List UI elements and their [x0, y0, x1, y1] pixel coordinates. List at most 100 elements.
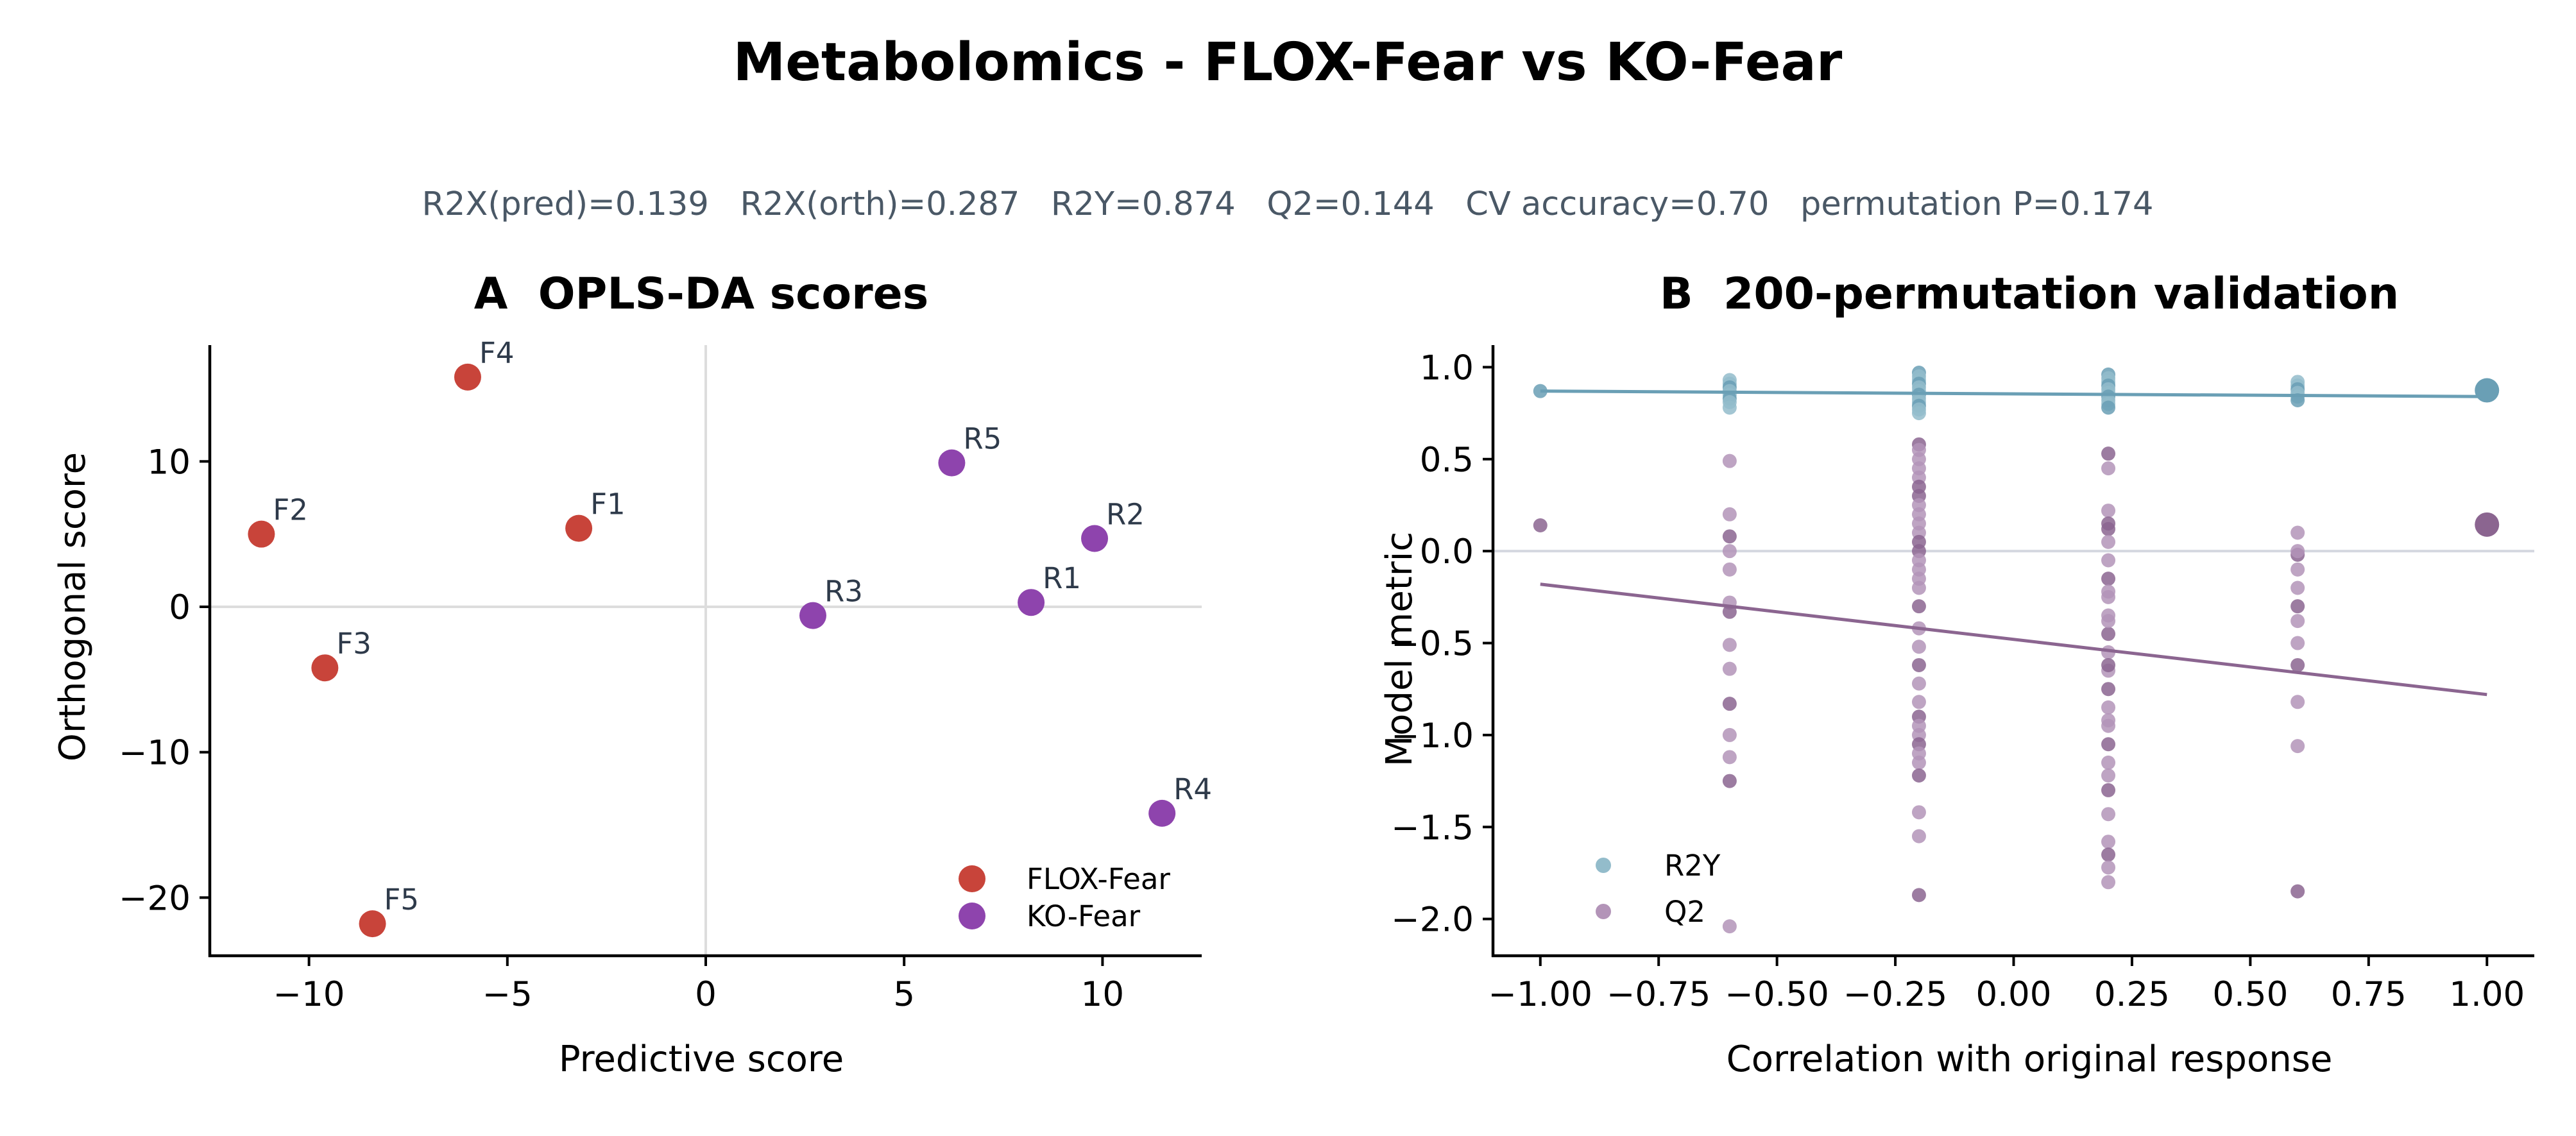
score-point-f4: [454, 363, 481, 391]
panel-b-ylabel: Model metric: [1379, 532, 1420, 767]
panel-a-title: A OPLS-DA scores: [474, 269, 929, 319]
legend-marker-r2y: [1596, 858, 1611, 873]
score-point-label-f4: F4: [479, 336, 515, 370]
score-point-label-r1: R1: [1043, 561, 1081, 595]
permutation-point-q2: [2101, 516, 2116, 531]
panel-b-x-tick-label: −0.75: [1607, 975, 1710, 1014]
permutation-point-q2: [1911, 599, 1926, 614]
legend-label-q2: Q2: [1664, 895, 1705, 929]
permutation-point-q2: [1722, 919, 1737, 934]
permutation-point-r2y: [2101, 400, 2116, 415]
permutation-point-q2: [1722, 750, 1737, 765]
permutation-point-q2: [2101, 875, 2116, 890]
permutation-point-q2: [1911, 657, 1926, 672]
permutation-point-q2: [2290, 695, 2305, 709]
panel-b-x-tick-label: 0.25: [2094, 975, 2170, 1014]
permutation-point-q2: [2101, 461, 2116, 476]
panel-a-opls-da-scores: A OPLS-DA scores −10 −5 0 5 10 −20 −10 0 10 F1 F2 F…: [52, 269, 1212, 1080]
panel-a-x-tick-label: −10: [273, 975, 345, 1014]
permutation-point-q2: [1911, 498, 1926, 513]
score-point-label-f1: F1: [590, 487, 626, 521]
regression-line-r2y: [1540, 389, 2487, 398]
panel-b-x-tick-label: −0.50: [1725, 975, 1829, 1014]
permutation-point-q2: [2101, 847, 2116, 862]
permutation-point-q2: [2101, 657, 2116, 672]
permutation-point-q2: [1911, 829, 1926, 844]
panel-a-y-tick-label: 0: [169, 588, 191, 627]
permutation-point-q2: [2290, 657, 2305, 672]
permutation-point-q2: [1911, 479, 1926, 494]
panel-b-y-tick-label: −0.5: [1391, 625, 1474, 664]
panel-b-x-tick-label: 1.00: [2449, 975, 2525, 1014]
score-point-label-r5: R5: [963, 422, 1002, 456]
score-point-label-r3: R3: [824, 575, 863, 609]
legend-label-ko-fear: KO-Fear: [1027, 899, 1141, 933]
permutation-point-q2: [1911, 553, 1926, 568]
permutation-point-q2: [2101, 807, 2116, 822]
panel-b-title: B 200-permutation validation: [1660, 269, 2399, 319]
permutation-point-q2: [2101, 755, 2116, 770]
permutation-point-q2: [1911, 516, 1926, 531]
score-point-r5: [938, 449, 966, 477]
permutation-point-q2: [2101, 504, 2116, 518]
permutation-point-q2: [2101, 737, 2116, 752]
panel-b-y-tick-label: 0.5: [1420, 441, 1474, 480]
legend-label-flox-fear: FLOX-Fear: [1027, 862, 1170, 896]
panel-a-ylabel: Orthogonal score: [52, 452, 94, 761]
permutation-point-q2: [2101, 584, 2116, 599]
permutation-point-q2: [1911, 695, 1926, 709]
permutation-point-q2: [1533, 518, 1548, 533]
panel-b-x-tick-label: 0.50: [2212, 975, 2288, 1014]
permutation-point-q2: [1722, 638, 1737, 652]
permutation-point-q2: [1911, 534, 1926, 549]
permutation-point-q2: [2290, 739, 2305, 754]
permutation-point-q2: [1911, 443, 1926, 457]
permutation-point-q2: [2101, 713, 2116, 727]
panel-a-y-tick-label: 10: [148, 443, 191, 482]
panel-b-permutation-validation: B 200-permutation validation −1.00 −0.75−…: [1379, 269, 2534, 1080]
permutation-point-q2: [2101, 783, 2116, 797]
permutation-point-q2: [1722, 697, 1737, 711]
panel-b-x-tick-label: −1.00: [1488, 975, 1592, 1014]
permutation-point-q2: [1911, 888, 1926, 903]
panel-a-x-tick-label: −5: [482, 975, 533, 1014]
legend-marker-ko-fear: [959, 903, 985, 929]
permutation-point-q2: [2101, 627, 2116, 641]
permutation-point-q2: [1911, 676, 1926, 691]
permutation-point-q2: [2101, 553, 2116, 568]
original-model-point-r2y: [2475, 378, 2500, 403]
panel-a-x-tick-label: 0: [695, 975, 717, 1014]
permutation-point-q2: [1911, 768, 1926, 783]
permutation-point-q2: [2101, 835, 2116, 849]
permutation-point-q2: [2101, 534, 2116, 549]
panel-a-y-tick-label: −10: [119, 734, 191, 773]
panel-a-x-tick-label: 5: [893, 975, 915, 1014]
legend-marker-flox-fear: [959, 865, 985, 892]
permutation-point-q2: [2101, 572, 2116, 586]
permutation-point-q2: [2290, 884, 2305, 899]
permutation-point-q2: [1722, 661, 1737, 676]
figure-subtitle: R2X(pred)=0.139 R2X(orth)=0.287 R2Y=0.87…: [422, 185, 2154, 223]
permutation-point-q2: [2101, 682, 2116, 697]
permutation-point-q2: [1722, 544, 1737, 559]
permutation-point-q2: [2290, 614, 2305, 629]
score-point-label-f2: F2: [273, 493, 308, 527]
permutation-point-q2: [2290, 636, 2305, 650]
permutation-point-q2: [2290, 525, 2305, 540]
panel-b-x-tick-label: −0.25: [1843, 975, 1947, 1014]
panel-b-x-tick-label: 0.75: [2331, 975, 2407, 1014]
score-point-r2: [1081, 525, 1109, 552]
permutation-point-q2: [2101, 860, 2116, 875]
permutation-point-r2y: [1911, 406, 1926, 421]
permutation-point-q2: [2290, 581, 2305, 595]
score-point-f1: [565, 514, 593, 542]
permutation-point-q2: [2290, 599, 2305, 614]
score-point-f2: [248, 520, 275, 548]
panel-b-marks: −1.00 −0.75 −0.50 −0.25 0.00 0.25 0.50 0.75 1.00…: [1391, 345, 2534, 1014]
permutation-point-q2: [2101, 446, 2116, 461]
panel-b-xlabel: Correlation with original response: [1727, 1039, 2333, 1080]
score-point-label-r4: R4: [1173, 772, 1212, 806]
score-point-r3: [799, 602, 826, 629]
score-point-f3: [311, 654, 339, 682]
